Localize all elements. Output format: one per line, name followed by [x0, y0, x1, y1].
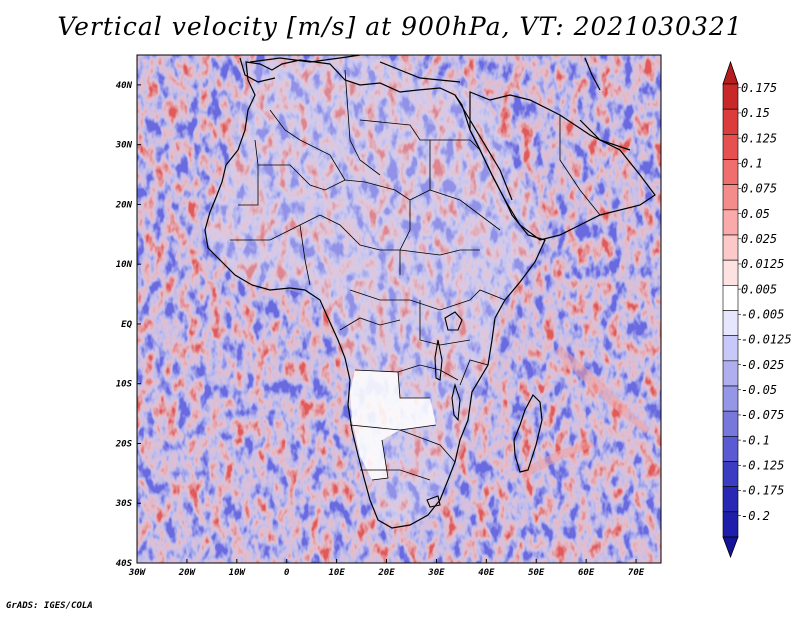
colorbar-label: -0.125	[741, 459, 784, 473]
colorbar-label: 0.125	[741, 131, 777, 145]
lon-tick-label: 60E	[578, 568, 595, 578]
colorbar-label: -0.005	[741, 308, 784, 322]
velocity-field	[137, 55, 661, 563]
lat-tick-label: 40S	[116, 559, 133, 569]
lakes	[426, 311, 463, 508]
lat-tick-label: 10S	[116, 380, 133, 390]
colorbar-swatch	[722, 511, 739, 538]
plot-title: Vertical velocity [m/s] at 900hPa, VT: 2…	[57, 12, 743, 41]
lat-tick-label: EQ	[121, 320, 132, 330]
colorbar-label: 0.15	[741, 106, 770, 120]
colorbar-swatch	[722, 410, 739, 437]
colorbar-arrow-top	[722, 60, 739, 85]
colorbar-swatch	[722, 234, 739, 261]
colorbar-arrow-bottom	[722, 536, 739, 559]
lat-tick-label: 10N	[116, 260, 133, 270]
colorbar-label: 0.0125	[741, 257, 784, 271]
colorbar-label: 0.005	[741, 282, 777, 296]
credit-text: GrADS: IGES/COLA	[6, 601, 93, 611]
colorbar-label: -0.2	[741, 509, 770, 523]
lon-tick-label: 0	[284, 568, 290, 578]
lat-tick-label: 20S	[115, 439, 133, 449]
colorbar-swatch	[722, 184, 739, 211]
colorbar-label: -0.175	[741, 484, 784, 498]
colorbar-label: 0.075	[741, 182, 777, 196]
colorbar-swatch	[722, 209, 739, 236]
colorbar-swatch	[722, 335, 739, 362]
colorbar-label: 0.175	[741, 81, 777, 95]
lat-tick-label: 30S	[115, 499, 133, 509]
colorbar-label: -0.075	[741, 408, 784, 422]
colorbar-swatch	[722, 108, 739, 135]
colorbar-swatch	[722, 385, 739, 412]
coastlines	[204, 55, 656, 529]
colorbar-label: -0.05	[741, 383, 777, 397]
colorbar-swatch	[722, 461, 739, 487]
colorbar-swatch	[722, 83, 739, 110]
lon-tick-label: 70E	[628, 568, 645, 578]
lon-tick-label: 20E	[377, 568, 395, 578]
colorbar-label: 0.05	[741, 207, 770, 221]
plot-frame	[136, 54, 662, 564]
colorbar-swatch	[722, 159, 739, 185]
colorbar-swatch	[722, 285, 739, 311]
colorbar-label: 0.025	[741, 232, 777, 246]
colorbar-label: -0.0125	[741, 333, 792, 347]
lon-tick-label: 50E	[528, 568, 545, 578]
colorbar-swatch	[722, 360, 739, 387]
lat-tick-label: 20N	[115, 200, 133, 210]
lon-tick-label: 10E	[328, 568, 345, 578]
lat-tick-label: 40N	[116, 81, 133, 91]
lon-tick-label: 10W	[229, 568, 247, 578]
lat-tick-label: 30N	[115, 141, 133, 151]
colorbar-label: -0.025	[741, 358, 784, 372]
lon-tick-label: 20W	[178, 568, 197, 578]
colorbar-label: -0.1	[741, 433, 770, 447]
colorbar-swatch	[722, 134, 739, 160]
colorbar-swatch	[722, 486, 739, 513]
lon-tick-label: 30W	[128, 568, 147, 578]
lon-tick-label: 30E	[427, 568, 445, 578]
colorbar-swatch	[722, 310, 739, 336]
country-borders	[230, 69, 601, 481]
colorbar: 0.175 0.15 0.125 0.1 0.075 0.05 0.025 0.0125 0.0…	[722, 60, 792, 559]
colorbar-label: 0.1	[741, 157, 763, 171]
axis-ticks: 30W 20W 10W 0 10E 20E 30E 40E 50E 60E 70E 40N 30N 20N…	[115, 81, 645, 578]
lon-tick-label: 40E	[478, 568, 495, 578]
colorbar-swatch	[722, 259, 739, 286]
colorbar-swatch	[722, 436, 739, 462]
